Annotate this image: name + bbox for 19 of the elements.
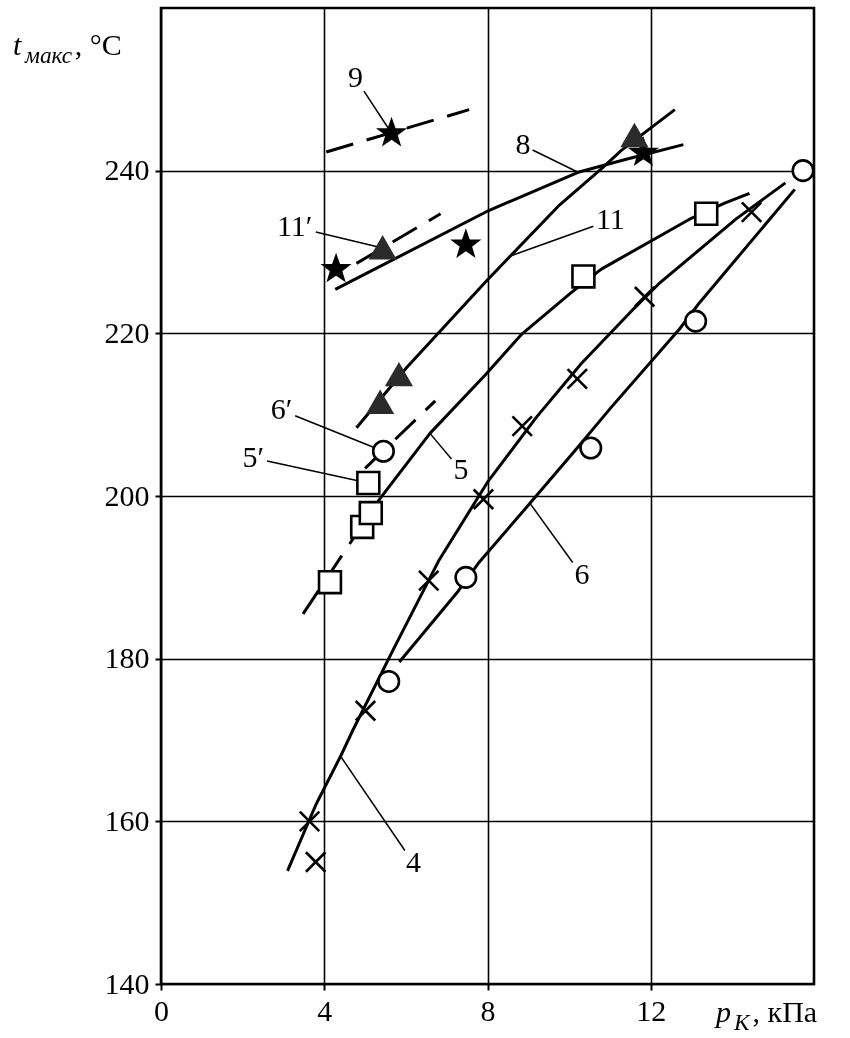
y-tick-label: 160: [104, 803, 150, 837]
x-tick-label: 8: [480, 993, 496, 1027]
x-tick-label: 4: [317, 993, 333, 1027]
annotation: 4: [406, 845, 422, 879]
y-tick-label: 220: [104, 315, 150, 349]
annotation: 8: [515, 127, 531, 161]
x-tick-label: 12: [636, 993, 667, 1027]
y-tick-label: 140: [104, 966, 150, 1000]
annotation: 11: [595, 202, 625, 236]
annotation: 6′: [270, 392, 293, 426]
y-tick-label: 200: [104, 478, 150, 512]
x-tick-label: 0: [154, 993, 169, 1027]
y-tick-label: 240: [104, 153, 150, 187]
y-tick-label: 180: [104, 641, 150, 675]
annotation: 6: [574, 557, 590, 591]
annotation: 5: [453, 452, 469, 486]
annotation: 9: [348, 60, 364, 94]
annotation: 11′: [276, 208, 313, 242]
annotation: 5′: [242, 439, 265, 473]
